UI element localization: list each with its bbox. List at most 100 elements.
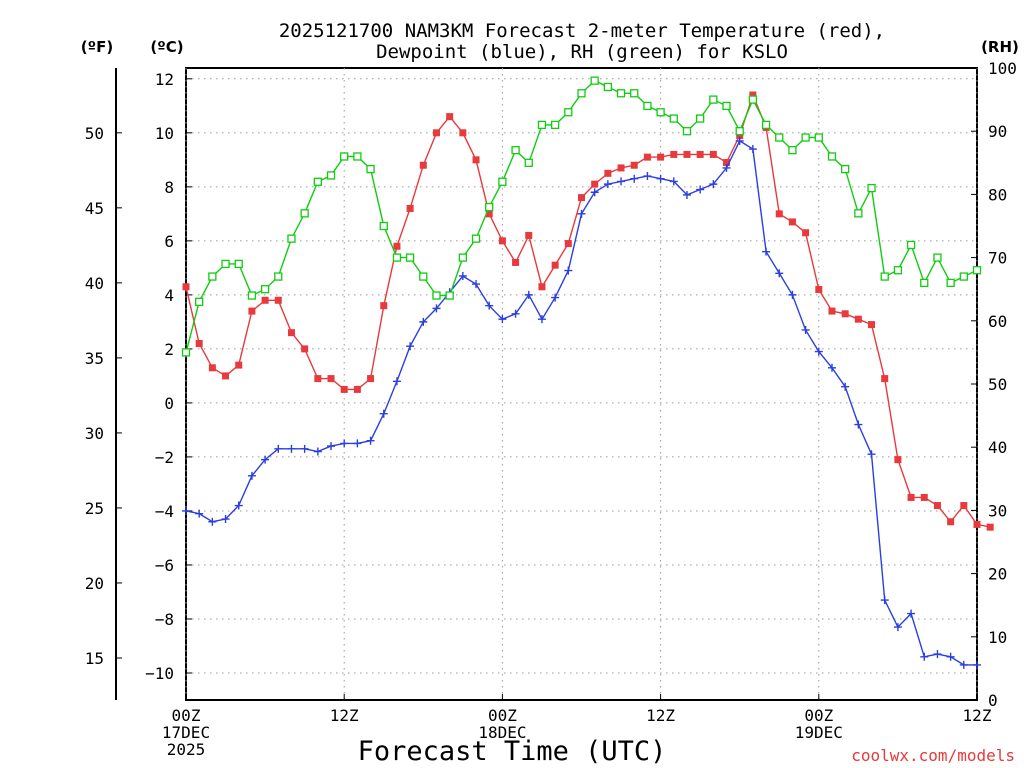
dewpoint-point	[696, 185, 705, 194]
rh-tick-label: 0	[988, 691, 998, 710]
temperature-point	[195, 339, 203, 347]
dewpoint-point	[669, 177, 678, 186]
dewpoint-point	[656, 174, 665, 183]
temperature-point	[498, 237, 506, 245]
dewpoint-point	[300, 444, 309, 453]
temperature-point	[512, 258, 520, 266]
dewpoint-point	[893, 623, 902, 632]
temperature-point	[617, 164, 625, 172]
rh-point	[247, 291, 257, 300]
celsius-tick-label: −6	[155, 556, 174, 575]
dewpoint-point	[340, 439, 349, 448]
time-tick-label: 17DEC	[162, 723, 210, 742]
celsius-tick-label: 10	[155, 124, 174, 143]
rh-point	[814, 133, 823, 142]
rh-point	[511, 146, 520, 155]
temperature-point	[723, 159, 731, 167]
dewpoint-point	[537, 315, 546, 324]
dewpoint-point	[762, 247, 771, 256]
rh-point	[696, 114, 705, 123]
rh-point	[656, 108, 665, 117]
time-tick-label: 12Z	[330, 706, 359, 725]
rh-point	[498, 177, 507, 186]
dewpoint-point	[379, 409, 388, 418]
dewpoint-point	[564, 266, 573, 275]
temperature-point	[657, 153, 665, 161]
temperature-point	[683, 150, 691, 158]
celsius-tick-label: 0	[164, 394, 174, 413]
temperature-point	[749, 91, 757, 99]
dewpoint-point	[551, 293, 560, 302]
rh-point	[827, 152, 837, 161]
rh-point	[366, 164, 375, 174]
temperature-point	[222, 372, 230, 380]
dewpoint-point	[907, 609, 916, 618]
dewpoint-point	[274, 444, 283, 453]
dewpoint-point	[643, 172, 652, 181]
celsius-unit-label: (ºC)	[150, 38, 183, 56]
rh-point	[920, 278, 929, 288]
dewpoint-point	[234, 501, 243, 510]
temperature-point	[182, 283, 190, 291]
rh-tick-label: 20	[988, 565, 1007, 584]
grid-layer	[185, 68, 978, 700]
dewpoint-point	[406, 342, 415, 351]
celsius-tick-label: −8	[155, 610, 174, 629]
temperature-point	[301, 345, 309, 353]
rh-point	[643, 101, 652, 111]
fahrenheit-tick-label: 20	[85, 574, 104, 593]
temperature-point	[353, 385, 361, 393]
temperature-point	[828, 307, 836, 315]
temperature-point	[393, 242, 401, 250]
dewpoint-point	[353, 439, 362, 448]
rh-point	[300, 209, 309, 218]
rh-point	[933, 253, 942, 262]
rh-point	[445, 291, 454, 300]
rh-point	[775, 133, 784, 142]
dewpoint-point	[617, 177, 626, 186]
time-tick-label: 00Z	[804, 706, 833, 725]
temperature-point	[604, 169, 612, 177]
temperature-point	[709, 150, 717, 158]
rh-point	[616, 89, 626, 98]
fahrenheit-tick-label: 50	[85, 124, 104, 143]
rh-point	[590, 76, 599, 85]
rh-point	[208, 272, 217, 281]
dewpoint-point	[498, 315, 507, 324]
rh-tick-label: 100	[988, 59, 1017, 78]
rh-point	[709, 95, 718, 104]
celsius-tick-label: −10	[145, 664, 174, 683]
dewpoint-point	[946, 652, 955, 661]
rh-point	[485, 202, 494, 212]
rh-point	[537, 120, 547, 130]
temperature-point	[591, 180, 599, 188]
axis-layer: 121086420−2−4−6−8−1050454035302520151009…	[85, 59, 1017, 759]
celsius-tick-label: −4	[155, 502, 174, 521]
watermark: coolwx.com/models	[851, 746, 1015, 765]
temperature-point	[973, 520, 981, 528]
rh-tick-label: 60	[988, 312, 1007, 331]
dewpoint-point	[841, 382, 850, 391]
rh-point	[682, 127, 692, 136]
dewpoint-point	[458, 271, 467, 280]
dewpoint-point	[973, 660, 981, 669]
celsius-tick-label: 8	[164, 178, 174, 197]
temperature-point	[314, 375, 322, 383]
dewpoint-point	[577, 209, 586, 218]
rh-point	[761, 120, 771, 130]
rh-point	[867, 183, 876, 193]
rh-point	[221, 259, 230, 269]
temperature-point	[696, 150, 704, 158]
temperature-point	[894, 456, 902, 464]
rh-point	[181, 348, 191, 357]
temperature-point	[538, 283, 546, 291]
temperature-point	[485, 210, 493, 218]
rh-point	[419, 272, 428, 281]
rh-point	[880, 272, 889, 281]
temperature-point	[406, 204, 414, 212]
temperature-point	[564, 240, 572, 248]
rh-point	[471, 234, 481, 243]
fahrenheit-tick-label: 30	[85, 424, 104, 443]
chart-title-line-2: Dewpoint (blue), RH (green) for KSLO	[376, 41, 788, 63]
